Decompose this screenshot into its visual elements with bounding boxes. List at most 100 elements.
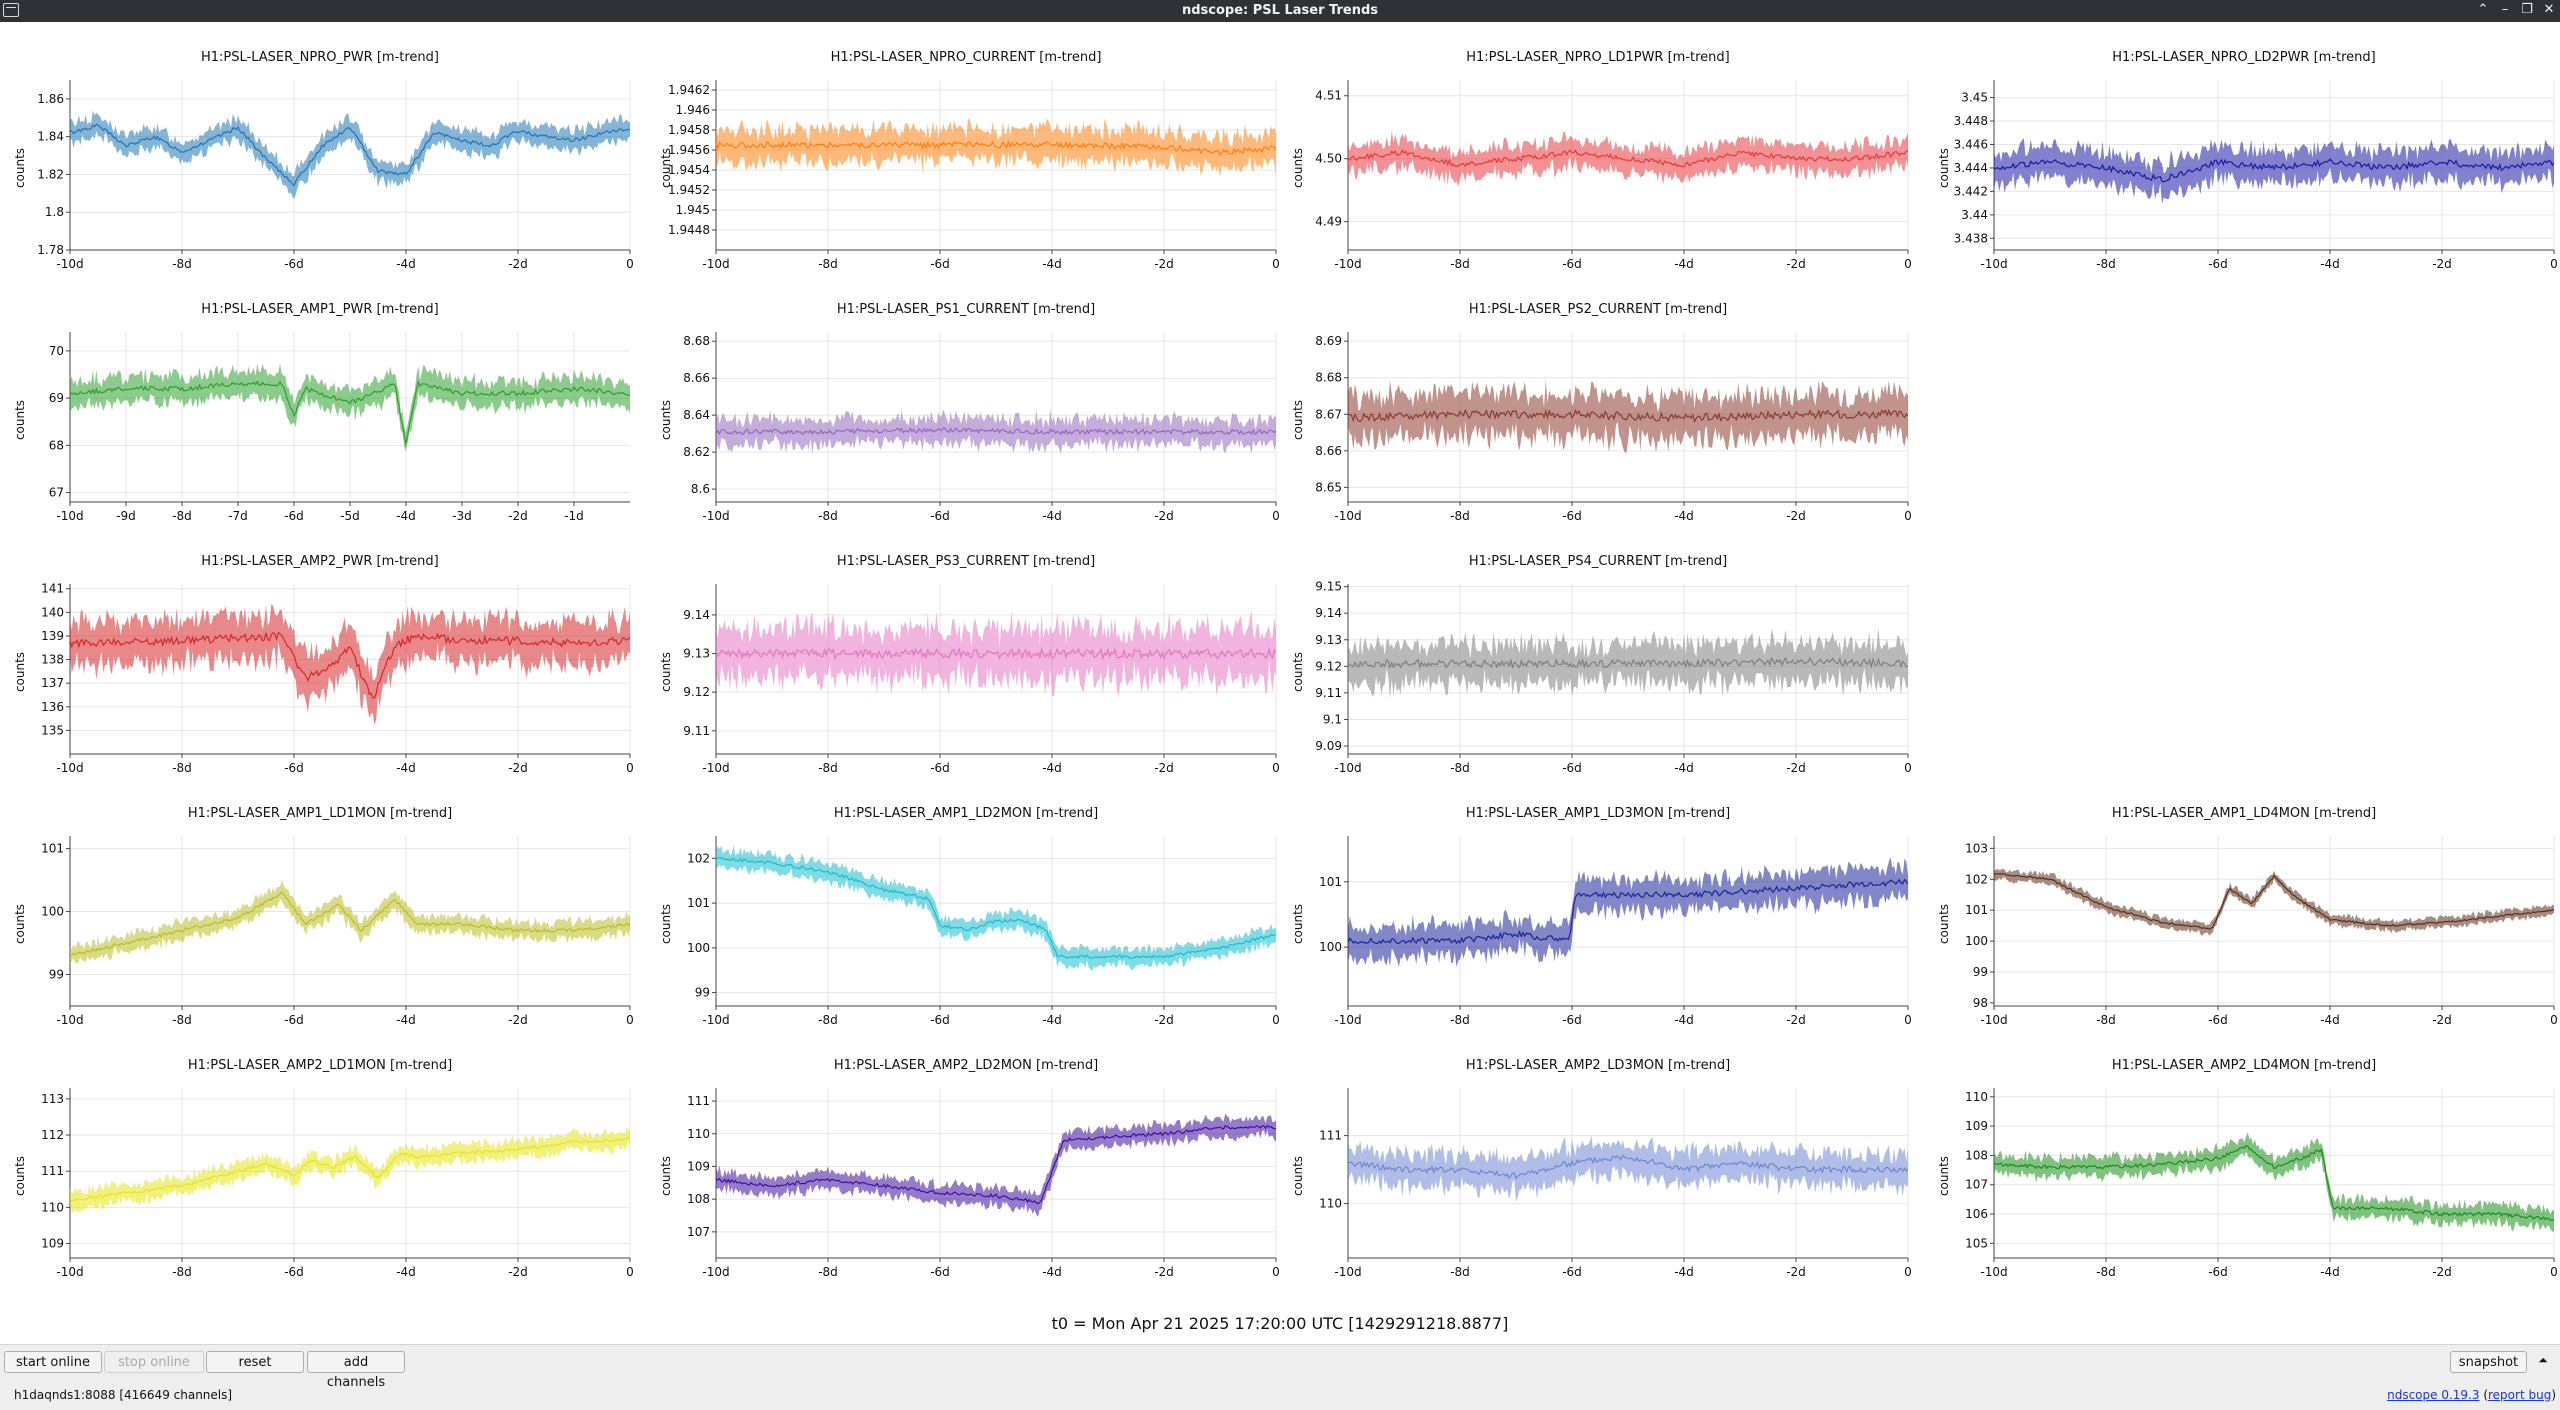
x-tick-label: -4d — [2320, 1013, 2340, 1027]
x-tick-label: -1d — [564, 509, 584, 523]
y-tick-label: 102 — [687, 851, 710, 865]
plot-canvas[interactable]: 111 110 -10d -8d -6d -4d -2d 0 — [1278, 1076, 1918, 1290]
y-tick-label: 110 — [1965, 1090, 1988, 1104]
plot-canvas[interactable]: 101 100 -10d -8d -6d -4d -2d 0 — [1278, 824, 1918, 1038]
x-tick-label: -6d — [1562, 1265, 1582, 1279]
plot-canvas[interactable]: 141 140 139 138 137 136 135 -10d -8d -6d -4d -2d 0 — [0, 572, 640, 786]
x-tick-label: -2d — [1154, 257, 1174, 271]
y-tick-label: 3.45 — [1961, 91, 1988, 105]
y-tick-label: 100 — [1965, 934, 1988, 948]
y-tick-label: 9.15 — [1315, 580, 1342, 594]
x-tick-label: -2d — [508, 509, 528, 523]
x-tick-label: 0 — [2550, 257, 2558, 271]
plot-panel[interactable]: H1:PSL-LASER_AMP1_PWR [m-trend] counts 70 6… — [0, 302, 640, 534]
keep-above-icon[interactable]: ⌃ — [2477, 2, 2489, 17]
x-tick-label: -10d — [56, 1265, 83, 1279]
plot-panel[interactable]: H1:PSL-LASER_NPRO_PWR [m-trend] counts 1.8… — [0, 50, 640, 282]
plot-panel[interactable]: H1:PSL-LASER_AMP1_LD2MON [m-trend] counts… — [646, 806, 1286, 1038]
plot-canvas[interactable]: 113 112 111 110 109 -10d -8d -6d -4d -2d 0 — [0, 1076, 640, 1290]
series-line — [70, 891, 630, 957]
plot-panel[interactable]: H1:PSL-LASER_AMP2_LD3MON [m-trend] counts… — [1278, 1058, 1918, 1290]
x-tick-label: -2d — [508, 1013, 528, 1027]
y-tick-label: 109 — [1965, 1119, 1988, 1133]
add-channels-button[interactable]: add channels — [307, 1351, 405, 1390]
plot-canvas[interactable]: 8.69 8.68 8.67 8.66 8.65 -10d -8d -6d -4d -2d 0 — [1278, 320, 1918, 534]
plot-canvas[interactable]: 101 100 99 -10d -8d -6d -4d -2d 0 — [0, 824, 640, 1038]
y-tick-label: 9.11 — [683, 724, 710, 738]
plot-panel[interactable]: H1:PSL-LASER_PS3_CURRENT [m-trend] counts… — [646, 554, 1286, 786]
y-tick-label: 3.444 — [1954, 161, 1988, 175]
x-tick-label: -2d — [508, 257, 528, 271]
y-tick-label: 1.78 — [37, 243, 64, 257]
plot-grid: H1:PSL-LASER_NPRO_PWR [m-trend] counts 1.8… — [0, 22, 2560, 1344]
y-tick-label: 9.14 — [1315, 606, 1342, 620]
plot-canvas[interactable]: 1.86 1.84 1.82 1.8 1.78-10d -8d -6d -4d -2d 0 — [0, 68, 640, 282]
y-tick-label: 110 — [41, 1200, 64, 1214]
plot-title: H1:PSL-LASER_NPRO_LD1PWR [m-trend] — [1466, 50, 1730, 65]
x-tick-label: -2d — [2432, 257, 2452, 271]
x-tick-label: -8d — [172, 509, 192, 523]
plot-canvas[interactable]: 3.45 3.448 3.446 3.444 3.442 3.44 3.438 -10d -8d… — [1924, 68, 2560, 282]
x-tick-label: -6d — [1562, 257, 1582, 271]
plot-canvas[interactable]: 8.68 8.66 8.64 8.62 8.6 -10d -8d -6d -4d -2d 0 — [646, 320, 1286, 534]
plot-panel[interactable]: H1:PSL-LASER_AMP2_PWR [m-trend] counts 141… — [0, 554, 640, 786]
plot-canvas[interactable]: 70 69 68 67 -10d -9d -8d -7d -6d -5d -4d -3d -2d -1d — [0, 320, 640, 534]
x-tick-label: -6d — [2208, 257, 2228, 271]
y-tick-label: 140 — [41, 605, 64, 619]
y-tick-label: 9.12 — [683, 685, 710, 699]
x-tick-label: -4d — [1674, 1013, 1694, 1027]
close-icon[interactable]: ✕ — [2543, 2, 2555, 17]
x-tick-label: -8d — [1450, 761, 1470, 775]
y-tick-label: 9.1 — [1323, 712, 1342, 726]
x-tick-label: -2d — [1154, 1265, 1174, 1279]
report-bug-link[interactable]: report bug — [2488, 1388, 2552, 1402]
plot-canvas[interactable]: 4.51 4.50 4.49 -10d -8d -6d -4d -2d 0 — [1278, 68, 1918, 282]
x-tick-label: -10d — [56, 1013, 83, 1027]
plot-canvas[interactable]: 102 101 100 99 -10d -8d -6d -4d -2d 0 — [646, 824, 1286, 1038]
app-window-icon[interactable] — [3, 3, 19, 17]
plot-canvas[interactable]: 1.9462 1.946 1.9458 1.9456 1.9454 1.9452 1.945… — [646, 68, 1286, 282]
y-tick-label: 99 — [49, 968, 64, 982]
plot-panel[interactable]: H1:PSL-LASER_PS4_CURRENT [m-trend] counts… — [1278, 554, 1918, 786]
plot-panel[interactable]: H1:PSL-LASER_PS1_CURRENT [m-trend] counts… — [646, 302, 1286, 534]
x-tick-label: -8d — [1450, 1013, 1470, 1027]
y-tick-label: 103 — [1965, 841, 1988, 855]
plot-panel[interactable]: H1:PSL-LASER_AMP2_LD4MON [m-trend] counts… — [1924, 1058, 2560, 1290]
plot-canvas[interactable]: 111 110 109 108 107 -10d -8d -6d -4d -2d 0 — [646, 1076, 1286, 1290]
y-tick-label: 67 — [49, 486, 64, 500]
series-line — [716, 857, 1276, 959]
plot-panel[interactable]: H1:PSL-LASER_NPRO_LD1PWR [m-trend] counts… — [1278, 50, 1918, 282]
plot-title: H1:PSL-LASER_NPRO_LD2PWR [m-trend] — [2112, 50, 2376, 65]
expand-arrow-icon[interactable]: ⏶ — [2538, 1353, 2548, 1367]
plot-canvas[interactable]: 9.15 9.14 9.13 9.12 9.11 9.1 9.09 -10d -8d -6d -4d… — [1278, 572, 1918, 786]
x-tick-label: 0 — [1272, 1013, 1280, 1027]
y-tick-label: 8.68 — [683, 334, 710, 348]
x-tick-label: -8d — [818, 1013, 838, 1027]
snapshot-button[interactable]: snapshot — [2450, 1351, 2527, 1373]
plot-panel[interactable]: H1:PSL-LASER_PS2_CURRENT [m-trend] counts… — [1278, 302, 1918, 534]
y-tick-label: 9.12 — [1315, 659, 1342, 673]
maximize-icon[interactable]: ❐ — [2521, 2, 2533, 17]
y-tick-label: 110 — [1319, 1197, 1342, 1211]
x-tick-label: -4d — [396, 509, 416, 523]
start-online-button[interactable]: start online — [4, 1351, 102, 1373]
x-tick-label: -2d — [1786, 1265, 1806, 1279]
plot-canvas[interactable]: 9.14 9.13 9.12 9.11 -10d -8d -6d -4d -2d 0 — [646, 572, 1286, 786]
plot-panel[interactable]: H1:PSL-LASER_AMP1_LD3MON [m-trend] counts… — [1278, 806, 1918, 1038]
x-tick-label: -5d — [340, 509, 360, 523]
reset-button[interactable]: reset — [206, 1351, 304, 1373]
plot-canvas[interactable]: 110 109 108 107 106 105 -10d -8d -6d -4d -2d 0 — [1924, 1076, 2560, 1290]
series-band — [1994, 1132, 2554, 1232]
version-link[interactable]: ndscope 0.19.3 — [2387, 1388, 2480, 1402]
x-tick-label: -6d — [284, 509, 304, 523]
plot-panel[interactable]: H1:PSL-LASER_AMP2_LD1MON [m-trend] counts… — [0, 1058, 640, 1290]
plot-panel[interactable]: H1:PSL-LASER_AMP2_LD2MON [m-trend] counts… — [646, 1058, 1286, 1290]
plot-panel[interactable]: H1:PSL-LASER_AMP1_LD1MON [m-trend] counts… — [0, 806, 640, 1038]
stop-online-button[interactable]: stop online — [104, 1351, 204, 1373]
plot-panel[interactable]: H1:PSL-LASER_AMP1_LD4MON [m-trend] counts… — [1924, 806, 2560, 1038]
minimize-icon[interactable]: – — [2501, 2, 2509, 17]
y-tick-label: 102 — [1965, 872, 1988, 886]
plot-canvas[interactable]: 103 102 101 100 99 98 -10d -8d -6d -4d -2d 0 — [1924, 824, 2560, 1038]
plot-panel[interactable]: H1:PSL-LASER_NPRO_LD2PWR [m-trend] counts… — [1924, 50, 2560, 282]
plot-panel[interactable]: H1:PSL-LASER_NPRO_CURRENT [m-trend] count… — [646, 50, 1286, 282]
